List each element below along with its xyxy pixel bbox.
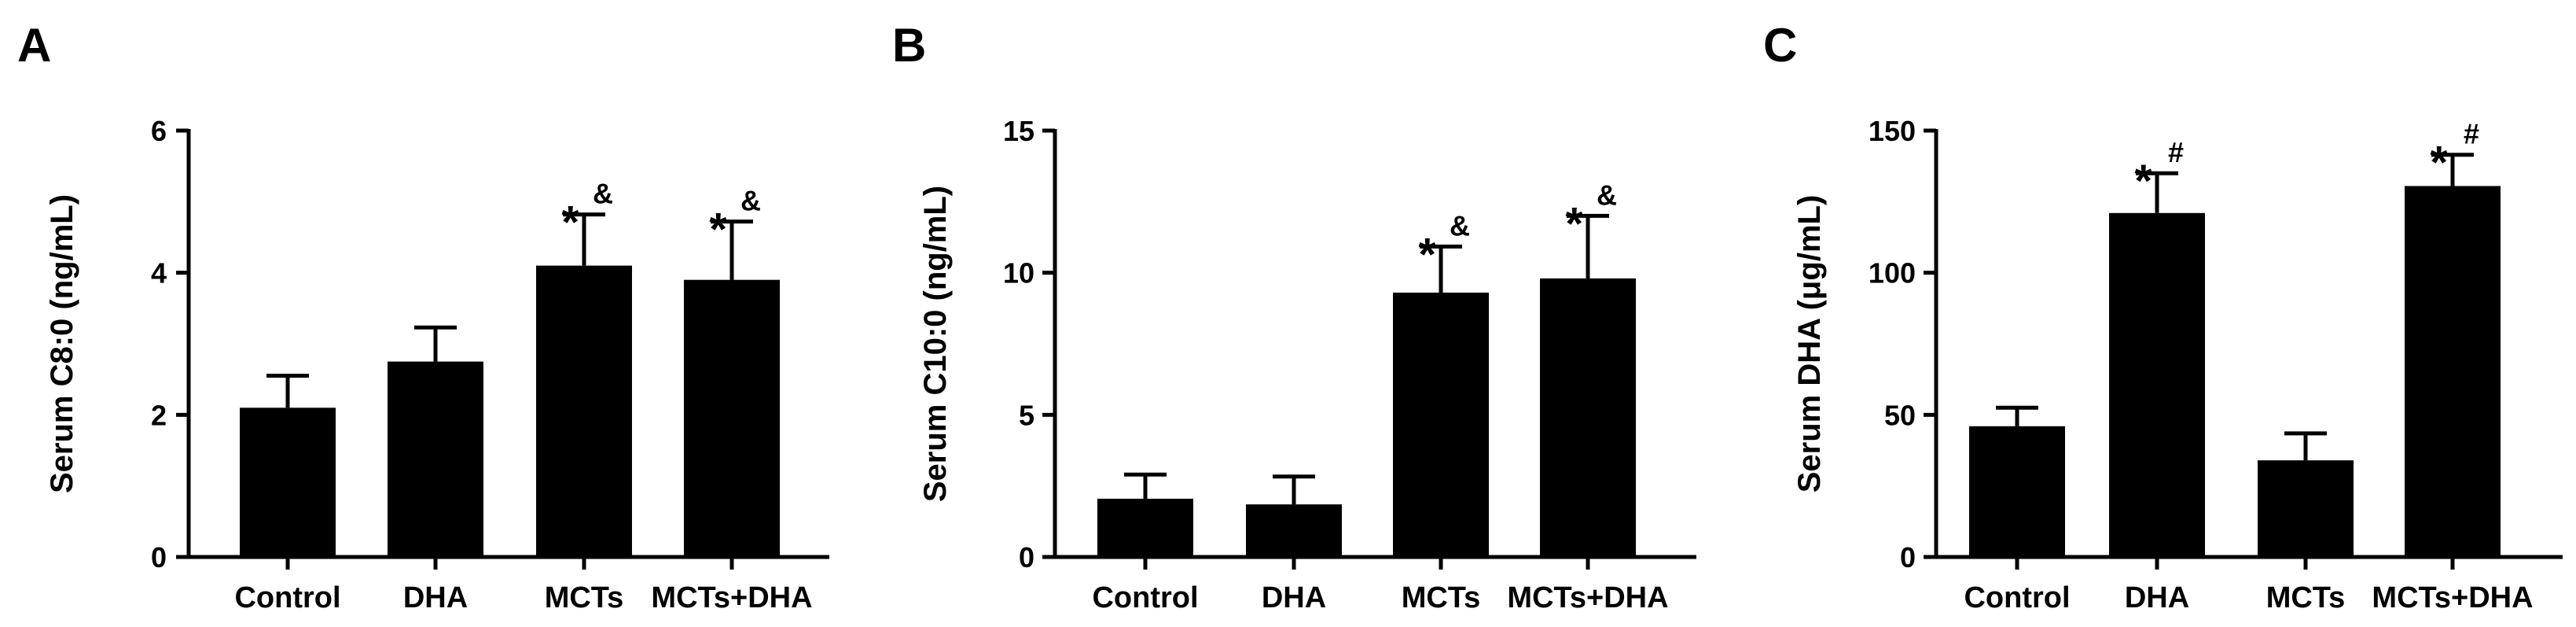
x-tick-label: Control bbox=[234, 581, 340, 614]
x-tick-label: DHA bbox=[403, 581, 468, 614]
bar-mcts bbox=[2258, 460, 2354, 557]
bar-mcts bbox=[536, 265, 632, 557]
panel-letter-a: A bbox=[17, 19, 51, 72]
x-tick-label: Control bbox=[1964, 581, 2070, 614]
y-tick-label: 150 bbox=[1869, 115, 1916, 147]
y-tick-label: 15 bbox=[1003, 115, 1034, 147]
x-tick-label: MCTs+DHA bbox=[651, 581, 812, 614]
bar-control bbox=[240, 408, 336, 557]
y-axis-label: Serum DHA (μg/mL) bbox=[1792, 195, 1827, 493]
significance-star: * bbox=[2134, 156, 2152, 207]
y-tick-label: 6 bbox=[151, 115, 167, 147]
bar-mcts-plus-dha bbox=[1540, 278, 1636, 557]
significance-star: * bbox=[1418, 229, 1436, 280]
y-tick-label: 0 bbox=[151, 541, 167, 574]
y-tick-label: 0 bbox=[1900, 541, 1916, 574]
significance-mark: # bbox=[2464, 118, 2479, 150]
significance-star: * bbox=[709, 205, 727, 256]
x-tick-label: MCTs+DHA bbox=[1507, 581, 1668, 614]
bar-mcts bbox=[1393, 292, 1489, 557]
y-tick-label: 10 bbox=[1003, 257, 1034, 290]
x-tick-label: DHA bbox=[2125, 581, 2189, 614]
bar-control bbox=[1969, 426, 2065, 557]
y-tick-label: 50 bbox=[1884, 399, 1916, 431]
bar-mcts-plus-dha bbox=[684, 279, 780, 557]
bar-dha bbox=[1246, 504, 1342, 557]
y-tick-label: 100 bbox=[1869, 257, 1916, 290]
panel-letter-b: B bbox=[892, 19, 926, 72]
bar-dha bbox=[388, 361, 483, 557]
significance-mark: & bbox=[1450, 209, 1470, 242]
bar-control bbox=[1097, 498, 1193, 557]
panel-c: C Serum DHA (μg/mL) Control * # DHA MCTs * # MCTs… bbox=[1763, 19, 2563, 614]
significance-star: * bbox=[1565, 198, 1583, 249]
y-tick-label: 0 bbox=[1019, 541, 1034, 574]
panel-letter-c: C bbox=[1763, 19, 1797, 72]
significance-star: * bbox=[561, 197, 579, 249]
x-tick-label: Control bbox=[1092, 581, 1198, 614]
y-tick-label: 2 bbox=[151, 399, 167, 431]
significance-mark: & bbox=[740, 185, 761, 217]
x-tick-label: DHA bbox=[1262, 581, 1326, 614]
y-axis-label: Serum C10:0 (ng/mL) bbox=[918, 186, 953, 502]
y-tick-label: 4 bbox=[151, 257, 167, 290]
bar-mcts-plus-dha bbox=[2405, 186, 2501, 557]
y-axis-label: Serum C8:0 (ng/mL) bbox=[45, 194, 79, 493]
significance-star: * bbox=[2430, 138, 2448, 189]
x-tick-label: MCTs+DHA bbox=[2372, 581, 2533, 614]
x-tick-label: MCTs bbox=[2266, 581, 2346, 614]
significance-mark: & bbox=[593, 178, 613, 210]
y-tick-label: 5 bbox=[1019, 399, 1034, 431]
x-tick-label: MCTs bbox=[545, 581, 624, 614]
bar-dha bbox=[2109, 212, 2205, 557]
significance-mark: & bbox=[1597, 179, 1617, 211]
significance-mark: # bbox=[2168, 136, 2184, 168]
x-tick-label: MCTs bbox=[1402, 581, 1481, 614]
